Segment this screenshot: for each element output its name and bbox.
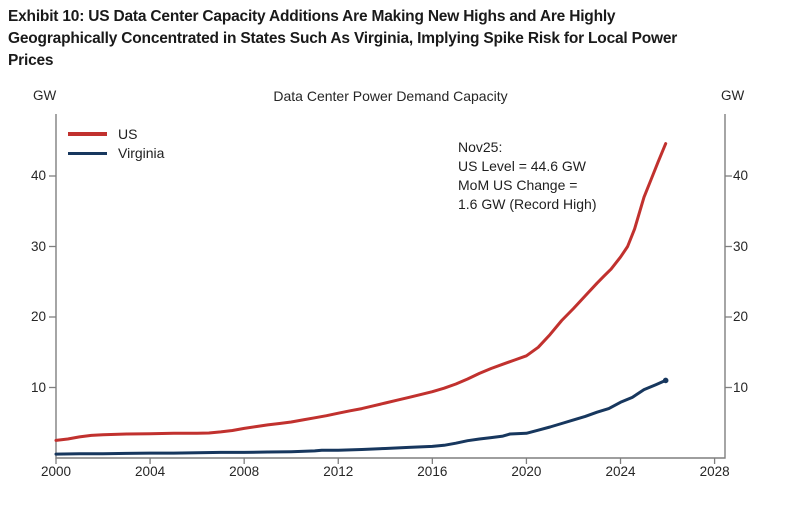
- legend-item-virginia: Virginia: [68, 144, 164, 164]
- chart-title: Data Center Power Demand Capacity: [273, 88, 508, 104]
- exhibit-title-line-2: Geographically Concentrated in States Su…: [8, 30, 678, 47]
- y-tick-label-right: 10: [733, 379, 749, 395]
- axis-frame: [55, 114, 726, 459]
- annotation-line-4: 1.6 GW (Record High): [458, 196, 597, 212]
- legend: US Virginia: [68, 124, 164, 163]
- y-tick-label-left: 20: [30, 309, 46, 324]
- exhibit-title-line-3: Prices: [8, 52, 54, 69]
- x-tick-label: 2008: [229, 464, 260, 479]
- y-tick-label-left: 40: [30, 168, 46, 183]
- legend-item-us: US: [68, 124, 164, 144]
- exhibit-title: Exhibit 10: US Data Center Capacity Addi…: [8, 6, 780, 72]
- x-tick-label: 2012: [323, 464, 354, 479]
- x-tick-label: 2028: [699, 464, 730, 479]
- legend-label-us: US: [118, 125, 138, 142]
- annotation-line-2: US Level = 44.6 GW: [458, 158, 587, 174]
- annotation: Nov25: US Level = 44.6 GW MoM US Change …: [458, 138, 596, 214]
- virginia-line-swatch-icon: [68, 151, 107, 155]
- right-axis-unit-label: GW: [721, 88, 745, 103]
- x-tick-label: 2000: [40, 464, 72, 479]
- y-tick-label-left: 30: [30, 238, 46, 254]
- left-axis-unit-label: GW: [33, 88, 57, 103]
- virginia-end-dot: [662, 377, 669, 384]
- annotation-line-1: Nov25:: [458, 139, 503, 155]
- x-tick-label: 2004: [135, 464, 166, 479]
- y-tick-label-right: 20: [733, 309, 749, 324]
- x-tick-label: 2024: [605, 464, 636, 479]
- us-line: [54, 142, 668, 442]
- annotation-line-3: MoM US Change =: [458, 177, 578, 193]
- legend-label-virginia: Virginia: [118, 145, 165, 162]
- y-tick-label-left: 10: [30, 379, 46, 395]
- y-tick-label-right: 30: [733, 238, 749, 254]
- us-line-swatch-icon: [68, 132, 107, 136]
- y-tick-label-right: 40: [733, 168, 749, 183]
- virginia-line: [54, 378, 668, 456]
- x-tick-label: 2016: [417, 464, 448, 479]
- x-tick-label: 2020: [511, 464, 542, 479]
- exhibit-title-line-1: Exhibit 10: US Data Center Capacity Addi…: [8, 8, 616, 25]
